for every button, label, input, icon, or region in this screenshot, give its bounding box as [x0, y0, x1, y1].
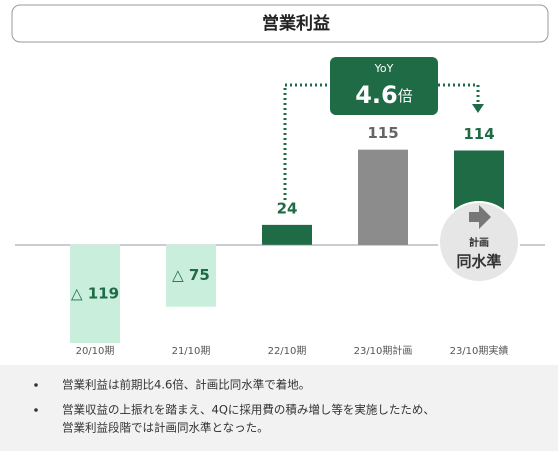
bar	[70, 244, 120, 344]
x-tick-label: 23/10期実績	[450, 344, 509, 357]
yoy-number: 4.6	[355, 81, 398, 109]
chart-title: 営業利益	[262, 13, 330, 34]
bar	[358, 149, 408, 245]
title-box	[11, 4, 549, 43]
note-line: 営業収益の上振れを踏まえ、4Qに採用費の積み増し等を実施したため、	[62, 403, 435, 417]
x-tick-label: 23/10期計画	[354, 344, 413, 357]
yoy-box	[330, 57, 438, 115]
arrow-head	[472, 104, 484, 113]
bar	[166, 244, 216, 307]
notes-box	[0, 365, 558, 451]
value-label: 114	[463, 125, 494, 143]
note-line: 営業利益段階では計画同水準となった。	[62, 421, 269, 435]
note-line: 営業利益は前期比4.6倍、計画比同水準で着地。	[62, 378, 310, 392]
badge-bottom: 同水準	[456, 253, 501, 271]
yoy-label: YoY	[374, 62, 394, 75]
value-label: 24	[277, 199, 298, 217]
yoy-connector	[283, 83, 480, 200]
notes: 営業利益は前期比4.6倍、計画比同水準で着地。営業収益の上振れを踏まえ、4Qに採…	[34, 378, 435, 435]
bullet	[34, 383, 38, 387]
yoy-unit: 倍	[398, 87, 413, 105]
bullet	[34, 408, 38, 412]
x-tick-label: 20/10期	[76, 345, 115, 357]
badge-arrow	[469, 205, 491, 229]
badge	[438, 201, 520, 283]
x-tick-label: 22/10期	[268, 345, 307, 357]
value-label: △ 119	[71, 284, 119, 302]
bar	[262, 224, 312, 245]
x-tick-label: 21/10期	[172, 345, 211, 357]
badge-top: 計画	[469, 236, 489, 249]
yoy-value: 4.6倍	[355, 81, 413, 109]
value-label: △ 75	[172, 266, 210, 284]
value-label: 115	[367, 124, 398, 142]
